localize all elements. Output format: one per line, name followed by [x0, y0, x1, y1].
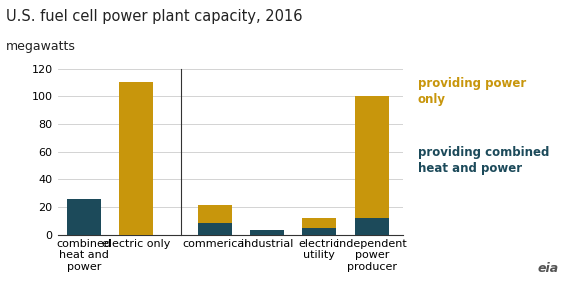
Bar — [302, 228, 336, 235]
Bar — [198, 223, 232, 235]
Bar — [250, 231, 284, 235]
Bar — [67, 198, 101, 235]
Text: U.S. fuel cell power plant capacity, 2016: U.S. fuel cell power plant capacity, 201… — [6, 9, 302, 23]
Bar — [355, 96, 389, 218]
Text: eia: eia — [537, 262, 559, 275]
Text: providing power
only: providing power only — [418, 77, 526, 106]
Bar — [119, 82, 153, 235]
Bar — [302, 218, 336, 228]
Bar — [198, 205, 232, 223]
Text: megawatts: megawatts — [6, 40, 75, 53]
Text: providing combined
heat and power: providing combined heat and power — [418, 146, 549, 175]
Bar — [355, 218, 389, 235]
